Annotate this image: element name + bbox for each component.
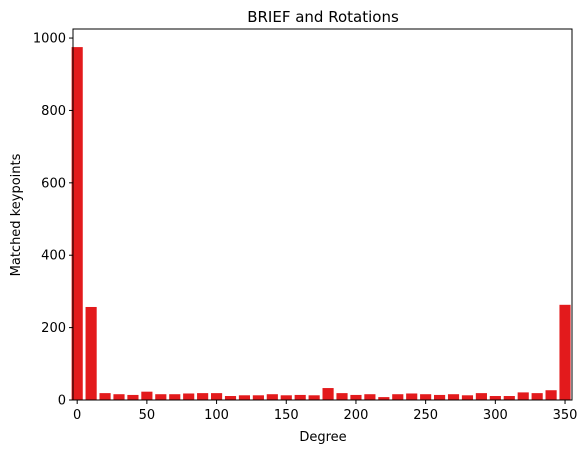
bar-320 — [517, 392, 529, 400]
bar-0 — [71, 47, 83, 400]
bar-310 — [503, 396, 515, 400]
y-tick-label: 1000 — [33, 32, 66, 47]
bar-300 — [489, 396, 501, 400]
y-tick-label: 0 — [58, 394, 66, 409]
bar-180 — [322, 388, 334, 400]
bar-120 — [238, 395, 251, 400]
bar-100 — [210, 393, 223, 400]
bar-350 — [559, 304, 571, 400]
bar-160 — [294, 394, 306, 400]
x-axis-label: Degree — [299, 430, 346, 445]
x-tick-label: 350 — [553, 408, 578, 423]
y-axis-label: Matched keypoints — [9, 153, 24, 276]
bar-190 — [336, 393, 348, 400]
bar-330 — [531, 393, 543, 400]
bar-140 — [266, 394, 278, 400]
bar-200 — [350, 394, 362, 400]
bar-40 — [127, 394, 139, 400]
y-axis-ticks: 0 200 400 600 800 1000 — [33, 32, 73, 409]
bar-290 — [475, 393, 487, 400]
bar-240 — [406, 393, 418, 400]
x-tick-label: 300 — [483, 408, 508, 423]
x-tick-label: 200 — [344, 408, 369, 423]
x-tick-label: 150 — [274, 408, 299, 423]
bar-340 — [545, 390, 557, 400]
plot-frame — [72, 28, 573, 401]
bar-250 — [420, 394, 432, 400]
bars-group — [71, 47, 571, 400]
bar-130 — [252, 395, 264, 400]
x-tick-label: 50 — [139, 408, 156, 423]
y-tick-label: 400 — [41, 249, 66, 264]
bar-10 — [85, 306, 97, 400]
bar-230 — [392, 394, 404, 400]
bar-80 — [183, 393, 195, 400]
bar-50 — [141, 391, 153, 400]
bar-280 — [461, 395, 474, 400]
y-tick-label: 600 — [41, 176, 66, 191]
y-tick-label: 200 — [41, 321, 66, 336]
x-tick-label: 250 — [413, 408, 438, 423]
bar-260 — [434, 394, 446, 400]
bar-110 — [224, 396, 237, 400]
bar-150 — [280, 395, 292, 400]
bar-70 — [169, 394, 181, 400]
x-axis-ticks: 0 50 100 150 200 250 300 350 — [73, 400, 577, 423]
bar-210 — [364, 394, 376, 400]
bar-170 — [308, 395, 320, 400]
bar-90 — [197, 393, 209, 400]
bar-220 — [378, 397, 390, 400]
bar-60 — [155, 394, 167, 400]
bar-30 — [113, 394, 125, 400]
bar-20 — [99, 393, 111, 400]
bar-270 — [447, 394, 460, 400]
chart-title: BRIEF and Rotations — [247, 8, 399, 26]
x-tick-label: 0 — [73, 408, 81, 423]
y-tick-label: 800 — [41, 104, 66, 119]
x-tick-label: 100 — [204, 408, 229, 423]
